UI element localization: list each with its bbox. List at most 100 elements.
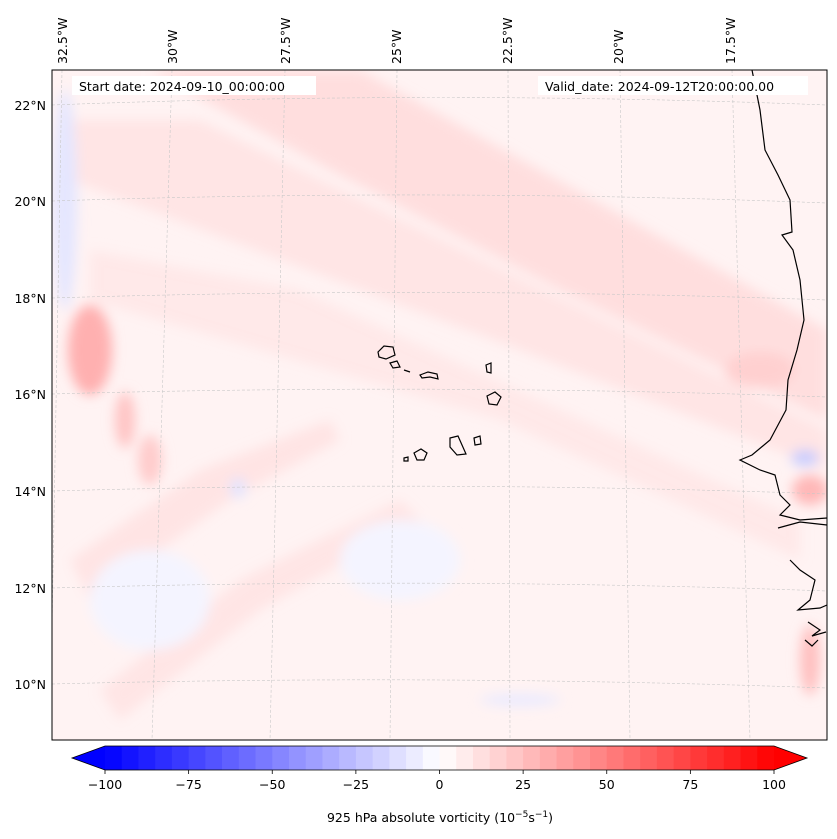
meridian-line [389,70,398,740]
colorbar-tick-label: −25 [343,777,369,792]
colorbar-tick-label: 75 [682,777,698,792]
negative-vorticity-min [791,450,819,466]
colorbar-cell [606,746,624,770]
negative-vorticity-min [340,520,460,600]
coastlines [377,70,827,647]
colorbar-tick-label: 25 [515,777,531,792]
island-fogo [413,448,428,461]
island-maio [473,435,482,446]
island-sao-vicente [389,360,401,369]
colorbar-cell [422,746,440,770]
colorbar-cell [105,746,123,770]
positive-vorticity-max [138,435,162,485]
colorbar-cell [305,746,323,770]
colorbar-cell [539,746,557,770]
colorbar-cell [707,746,725,770]
meridian-line [269,70,286,740]
lat-label: 22°N [14,98,46,113]
island-sao-nicolau [419,371,439,380]
lon-label: 20°W [611,29,626,64]
negative-vorticity-min [90,550,210,650]
positive-vorticity-band [100,500,420,720]
colorbar-cell [472,746,491,770]
meridian-line [52,70,63,646]
negative-vorticity-min [480,694,560,706]
colorbar-cell [121,746,139,770]
colorbar-ticks: −100 −75 −50 −25 0 25 50 75 100 [88,770,786,792]
colorbar-cell [489,746,507,770]
colorbar-cell [573,746,591,770]
start-date-box [72,76,316,95]
colorbar-tick-label: 100 [762,777,786,792]
colorbar-cell [740,746,758,770]
colorbar-tick-label: 0 [436,777,444,792]
map-frame [51,69,828,741]
colorbar-tick-label: 50 [599,777,615,792]
colorbar-cells [105,746,775,770]
positive-vorticity-max [68,305,112,395]
vorticity-field [53,70,827,720]
colorbar-cell [590,746,608,770]
colorbar-cell [255,746,273,770]
start-date-label: Start date: 2024-09-10_00:00:00 [79,79,285,94]
colorbar-tick-label: −100 [88,777,122,792]
colorbar-high-extension [774,746,807,770]
lat-label: 16°N [14,387,46,402]
colorbar-cell [205,746,223,770]
colorbar-cell [188,746,206,770]
positive-vorticity-max [800,625,820,695]
lon-label: 25°W [389,29,404,64]
island-santa-luzia [403,369,411,373]
meridian-line [731,70,751,740]
lon-label: 30°W [165,29,180,64]
colorbar-tick-label: −50 [259,777,285,792]
longitude-labels: 32.5°W 30°W 27.5°W 25°W 22.5°W 20°W 17.5… [55,18,738,64]
positive-vorticity-max [725,352,795,388]
positive-vorticity-band [90,250,800,560]
colorbar-cell [288,746,307,770]
latitude-labels: 22°N 20°N 18°N 16°N 14°N 12°N 10°N [14,98,46,692]
lat-label: 18°N [14,291,46,306]
island-santiago [449,435,467,456]
colorbar-cell [640,746,658,770]
island-sal [485,362,492,374]
meridian-line [507,70,511,740]
colorbar-cell [723,746,741,770]
colorbar-cell [171,746,190,770]
parallel-line [52,582,827,592]
colorbar-cell [339,746,357,770]
colorbar-cell [456,746,474,770]
lat-label: 12°N [14,581,46,596]
lat-label: 14°N [14,484,46,499]
colorbar-cell [506,746,524,770]
colorbar-cell [623,746,641,770]
colorbar-cell [155,746,173,770]
positive-vorticity-max [115,392,135,448]
lon-label: 27.5°W [278,18,293,64]
colorbar-cell [406,746,424,770]
colorbar-low-extension [72,746,105,770]
colorbar: −100 −75 −50 −25 0 25 50 75 100 925 hPa absolute… [70,745,809,825]
colorbar-cell [656,746,675,770]
colorbar-label: 925 hPa absolute vorticity (10−5s−1) [327,810,553,825]
colorbar-cell [138,746,156,770]
colorbar-cell [757,746,775,770]
colorbar-cell [355,746,374,770]
colorbar-cell [523,746,541,770]
colorbar-cell [556,746,574,770]
positive-vorticity-band [60,120,827,470]
parallel-line [52,194,827,204]
valid-date-label: Valid_date: 2024-09-12T20:00:00.00 [545,79,774,94]
gridlines [52,70,827,740]
colorbar-cell [439,746,457,770]
meridian-line [151,70,173,740]
colorbar-cell [372,746,390,770]
lon-label: 22.5°W [500,18,515,64]
positive-vorticity-band [150,70,827,420]
island-santo-antao [377,345,396,360]
lon-label: 17.5°W [723,18,738,64]
meridian-line [619,70,631,740]
colorbar-cell [322,746,340,770]
colorbar-cell [389,746,407,770]
